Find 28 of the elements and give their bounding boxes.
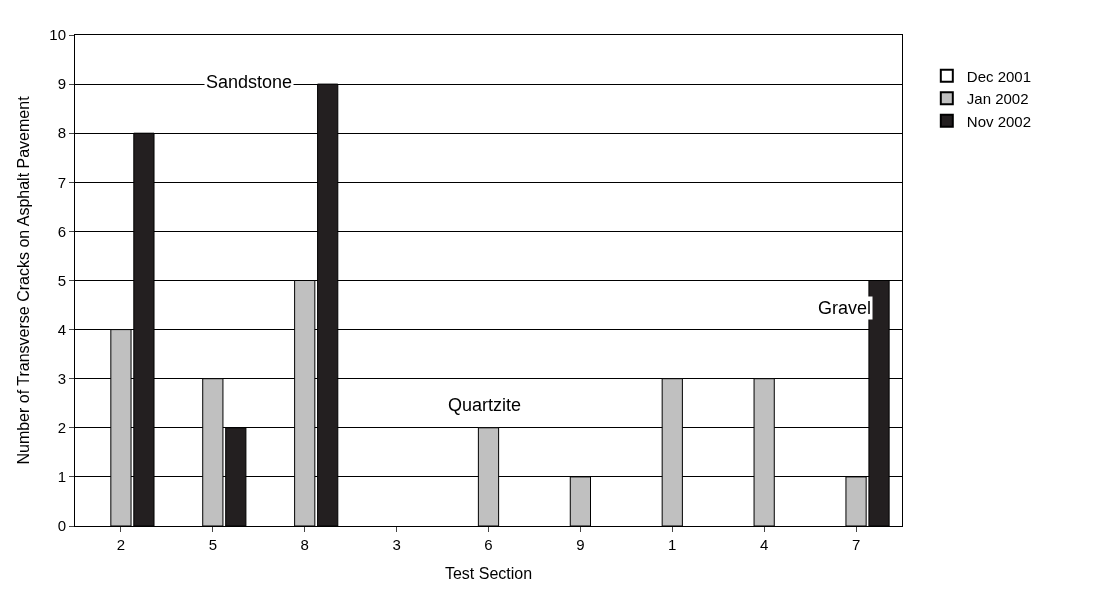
x-axis-title: Test Section bbox=[444, 564, 533, 582]
annotation: Quartzite bbox=[448, 395, 522, 415]
legend-label: Jan 2002 bbox=[966, 90, 1029, 108]
x-tick-label: 7 bbox=[851, 536, 861, 553]
y-tick-label: 1 bbox=[57, 468, 66, 486]
x-tick-label: 5 bbox=[208, 536, 217, 553]
y-tick-label: 7 bbox=[57, 173, 66, 191]
x-tick-label: 2 bbox=[116, 536, 126, 553]
legend-label: Dec 2001 bbox=[966, 67, 1032, 85]
annotation: Gravel bbox=[818, 298, 872, 318]
x-tick-label: 4 bbox=[760, 536, 769, 553]
y-tick-label: 0 bbox=[57, 517, 66, 535]
x-tick-label: 1 bbox=[668, 536, 677, 553]
x-tick-label: 9 bbox=[576, 536, 585, 553]
y-tick-label: 2 bbox=[57, 419, 66, 437]
legend-label: Nov 2002 bbox=[966, 112, 1032, 130]
x-tick-label: 6 bbox=[484, 536, 493, 553]
annotation: Sandstone bbox=[206, 72, 293, 92]
y-axis-title: Number of Transverse Cracks on Asphalt Pavement bbox=[15, 95, 33, 465]
y-tick-label: 8 bbox=[57, 124, 66, 142]
y-tick-label: 6 bbox=[57, 222, 66, 240]
x-tick-label: 3 bbox=[392, 536, 401, 553]
y-tick-label: 3 bbox=[57, 369, 66, 387]
x-tick-label: 8 bbox=[300, 536, 309, 553]
y-tick-label: 9 bbox=[57, 75, 66, 93]
y-tick-label: 5 bbox=[57, 271, 66, 289]
y-tick-label: 4 bbox=[57, 320, 66, 338]
y-tick-label: 10 bbox=[49, 26, 66, 44]
